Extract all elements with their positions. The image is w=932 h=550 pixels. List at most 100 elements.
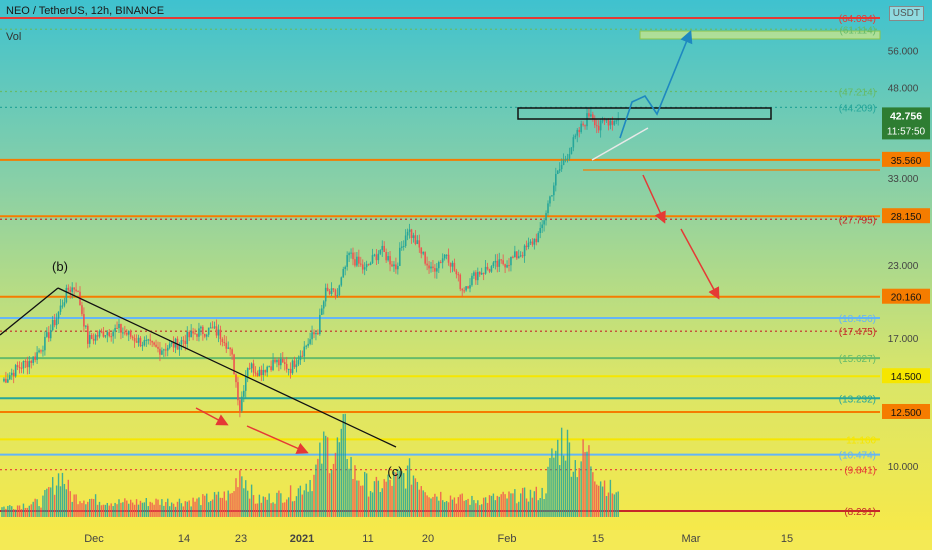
candle-body [592,114,594,119]
candle-body [350,252,352,254]
candle-body [385,252,387,261]
level-label: (61.114) [839,25,876,36]
candle-body [463,290,465,292]
candle-body [237,382,239,401]
volume-bar [124,498,126,517]
candle-body [436,268,438,272]
candle-body [342,269,345,278]
volume-bar [243,488,245,517]
volume-bar [557,439,559,517]
volume-bar [305,483,307,517]
volume-bar [352,478,354,517]
volume-bar [3,506,5,517]
volume-bar [410,484,413,517]
candle-body [131,336,134,338]
candle-body [213,326,216,328]
volume-bar [438,500,440,517]
last-price-tag-bg [882,107,930,140]
volume-bar [11,506,13,517]
volume-bar [174,506,177,517]
candle-countdown: 11:57:50 [887,126,926,137]
volume-bar [553,457,555,517]
candle-body [428,265,430,269]
candle-body [291,360,294,374]
volume-bar [340,428,342,517]
volume-bar [65,489,68,517]
candle-body [161,350,163,355]
candle-body [383,245,385,253]
candle-body [447,254,450,263]
candle-body [494,260,497,263]
candle-body [88,335,91,344]
volume-bar [560,427,563,517]
volume-bar [139,500,142,517]
candle-body [235,374,237,383]
candle-body [475,272,477,281]
candle-body [595,125,598,127]
volume-bar [481,504,483,517]
candle-body [367,264,370,266]
volume-bar [362,485,364,517]
volume-bar [613,494,615,517]
candle-body [551,195,553,197]
volume-bar [537,500,539,517]
volume-bar [245,480,247,517]
volume-bar [192,497,194,517]
volume-bar [463,500,465,517]
volume-bar [202,494,204,517]
volume-bar [397,469,399,517]
candle-body [3,378,5,382]
volume-bar [309,479,311,517]
volume-bar [270,503,272,517]
y-tick-label: 56.000 [888,46,919,57]
candle-body [358,256,360,264]
candle-body [330,288,333,294]
target-box [639,30,881,40]
volume-bar [529,489,532,517]
volume-bar [258,494,261,517]
candle-body [256,373,259,377]
level-label: (13.232) [839,394,876,405]
volume-bar [13,509,15,517]
candle-body [393,264,395,267]
volume-bar [479,505,481,517]
volume-bar [221,497,224,517]
candle-body [18,366,21,368]
candle-body [227,347,229,349]
candle-body [118,324,120,329]
volume-bar [475,503,477,517]
volume-bar [69,491,71,517]
candle-body [418,240,421,248]
volume-bar [442,500,444,517]
volume-bar [315,464,317,517]
candle-body [28,360,31,368]
candle-body [248,368,251,370]
candle-body [377,253,380,261]
candle-body [12,372,15,377]
level-label: (17.475) [839,327,876,338]
candle-body [391,264,393,267]
candle-body [399,247,401,266]
candle-body [157,346,159,349]
price-tag: 14.500 [891,372,922,383]
volume-bar [248,498,251,517]
candle-body [373,254,376,256]
x-tick-label: Mar [682,533,701,545]
volume-bar [223,491,225,517]
candle-body [14,365,17,377]
candle-body [114,327,116,332]
volume-bar [48,487,50,517]
price-tag: 35.560 [891,156,922,167]
candle-body [287,368,290,370]
x-tick-label: 20 [422,533,434,545]
volume-bar [215,494,218,517]
volume-bar [213,492,216,517]
volume-bar [383,479,385,517]
candle-body [517,256,520,259]
candle-body [108,332,111,337]
currency-badge[interactable]: USDT [888,6,924,21]
candle-body [289,368,292,374]
candle-body [83,314,85,327]
candle-body [147,339,150,341]
